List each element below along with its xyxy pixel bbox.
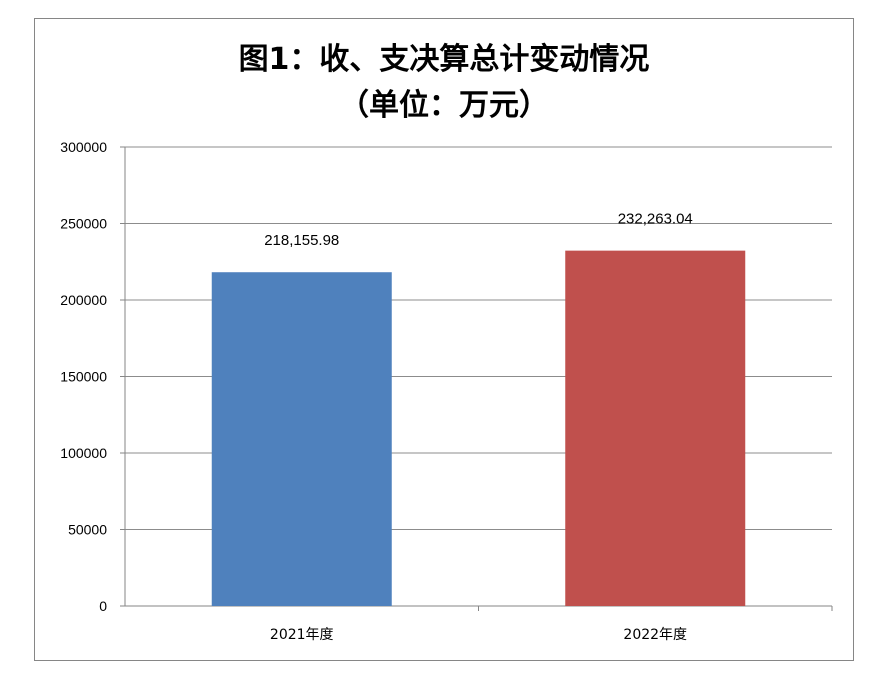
x-category-label: 2021年度 [270, 627, 334, 643]
chart-subtitle: （单位：万元） [339, 88, 549, 123]
y-tick-label: 0 [99, 598, 107, 614]
y-tick-label: 300000 [60, 139, 107, 155]
y-tick-label: 100000 [60, 445, 107, 461]
y-tick-label: 50000 [68, 522, 107, 538]
y-tick-label: 250000 [60, 216, 107, 232]
data-label-1: 218,155.98 [264, 232, 339, 249]
y-tick-label: 150000 [60, 369, 107, 385]
data-label-2: 232,263.04 [618, 211, 693, 228]
bar-1 [211, 272, 392, 606]
chart-title: 图1：收、支决算总计变动情况 [238, 42, 650, 77]
bar-2 [565, 250, 746, 606]
y-tick-label: 200000 [60, 292, 107, 308]
x-category-label: 2022年度 [623, 627, 687, 643]
